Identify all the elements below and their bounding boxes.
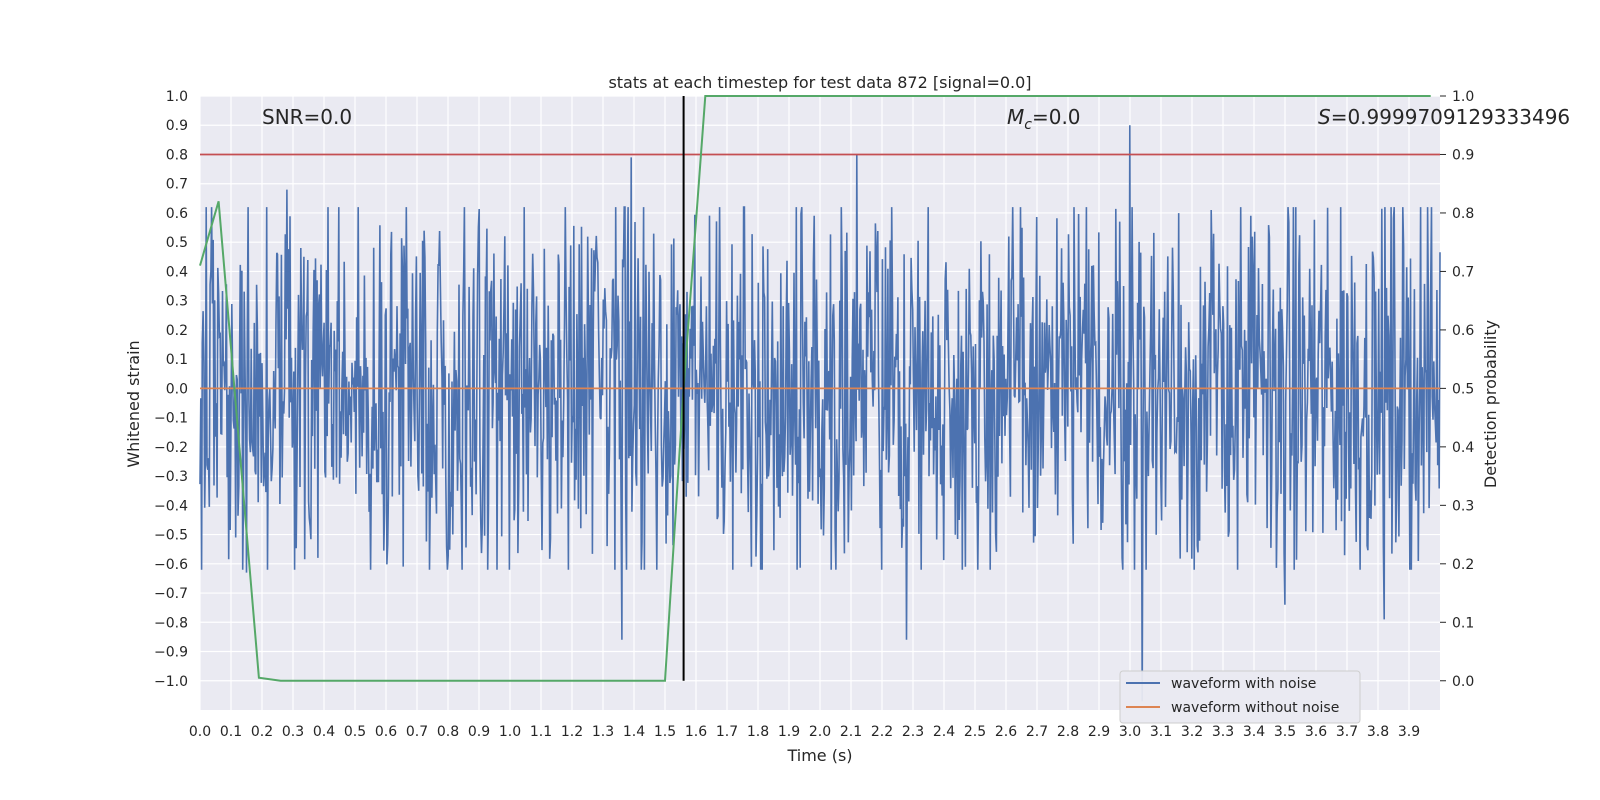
chart-title: stats at each timestep for test data 872… [608, 73, 1031, 92]
waveform-with-noise-line [199, 125, 1441, 702]
x-tick-label: 0.5 [344, 724, 366, 740]
x-tick-label: 0.2 [251, 724, 273, 740]
x-tick-label: 1.1 [530, 724, 552, 740]
x-tick-label: 2.0 [809, 724, 831, 740]
x-tick-label: 2.6 [995, 724, 1017, 740]
y-tick-label: 0.4 [166, 264, 188, 280]
x-tick-label: 2.3 [902, 724, 924, 740]
x-tick-label: 1.9 [778, 724, 800, 740]
y-tick-label: −1.0 [154, 674, 188, 690]
x-tick-label: 0.9 [468, 724, 490, 740]
x-tick-label: 1.2 [561, 724, 583, 740]
x-axis-label: Time (s) [786, 746, 852, 765]
y-tick-label: 0.1 [166, 352, 188, 368]
x-tick-label: 0.8 [437, 724, 459, 740]
y-tick-label: −0.5 [154, 528, 188, 544]
score-annotation: S=0.9999709129333496 [1318, 105, 1570, 129]
x-axis-ticks: 0.0 0.1 0.2 0.3 0.4 0.5 0.6 0.7 0.8 0.9 1.0 1.1 1.2 1… [189, 724, 1420, 740]
y2-tick-label: 1.0 [1452, 89, 1474, 105]
y-axis-label: Whitened strain [124, 340, 143, 467]
legend: waveform with noise waveform without noi… [1119, 670, 1361, 724]
y2-tick-label: 0.2 [1452, 557, 1474, 573]
x-tick-label: 3.6 [1305, 724, 1327, 740]
x-tick-label: 3.8 [1367, 724, 1389, 740]
x-tick-label: 1.4 [623, 724, 645, 740]
x-tick-label: 1.5 [654, 724, 676, 740]
y-tick-label: −0.9 [154, 645, 188, 661]
x-tick-label: 3.4 [1243, 724, 1265, 740]
x-tick-label: 0.7 [406, 724, 428, 740]
snr-annotation: SNR=0.0 [262, 105, 352, 129]
y-tick-label: −0.6 [154, 557, 188, 573]
x-tick-label: 0.3 [282, 724, 304, 740]
y2-axis-label: Detection probability [1481, 320, 1500, 488]
overlay-lines [199, 95, 1440, 682]
y-tick-label: −0.8 [154, 615, 188, 631]
y-tick-label: −0.4 [154, 498, 188, 514]
y2-tick-label: 0.0 [1452, 674, 1474, 690]
y-tick-label: 0.9 [166, 118, 188, 134]
y-tick-label: 0.8 [166, 147, 188, 163]
x-tick-label: 1.8 [747, 724, 769, 740]
x-tick-label: 3.7 [1336, 724, 1358, 740]
chirp-mass-value: =0.0 [1032, 105, 1081, 129]
x-tick-label: 1.6 [685, 724, 707, 740]
y-tick-label: 0.6 [166, 206, 188, 222]
y2-tick-label: 0.6 [1452, 323, 1474, 339]
y-tick-label: −0.7 [154, 586, 188, 602]
y-tick-label: 0.3 [166, 294, 188, 310]
x-tick-label: 0.0 [189, 724, 211, 740]
y-tick-label: 0.5 [166, 235, 188, 251]
y-axis-ticks: 1.0 0.9 0.8 0.7 0.6 0.5 0.4 0.3 0.2 0.1 0.0 −0.1 −0.… [154, 89, 188, 690]
y2-tick-label: 0.3 [1452, 498, 1474, 514]
x-tick-label: 1.0 [499, 724, 521, 740]
y-tick-label: 0.7 [166, 177, 188, 193]
y-tick-label: −0.3 [154, 469, 188, 485]
x-tick-label: 0.6 [375, 724, 397, 740]
chirp-mass-annotation: Mc=0.0 [1007, 105, 1081, 133]
x-tick-label: 3.0 [1119, 724, 1141, 740]
x-tick-label: 2.4 [933, 724, 955, 740]
detection-probability-line [199, 95, 1431, 682]
y2-tick-label: 0.4 [1452, 440, 1474, 456]
legend-clean-label: waveform without noise [1171, 700, 1339, 716]
x-tick-label: 3.3 [1212, 724, 1234, 740]
score-symbol: S [1318, 105, 1331, 129]
x-tick-label: 2.9 [1088, 724, 1110, 740]
y2-axis-ticks: 1.0 0.9 0.8 0.7 0.6 0.5 0.4 0.3 0.2 0.1 0.0 [1440, 89, 1474, 690]
x-tick-label: 3.5 [1274, 724, 1296, 740]
y2-tick-label: 0.9 [1452, 147, 1474, 163]
noise-series [199, 125, 1441, 702]
legend-noise-label: waveform with noise [1171, 676, 1316, 692]
chirp-mass-subscript: c [1024, 117, 1032, 133]
y2-tick-label: 0.8 [1452, 206, 1474, 222]
y2-tick-label: 0.5 [1452, 381, 1474, 397]
x-tick-label: 2.7 [1026, 724, 1048, 740]
x-tick-label: 0.4 [313, 724, 335, 740]
x-tick-label: 2.5 [964, 724, 986, 740]
x-tick-label: 2.2 [871, 724, 893, 740]
y-tick-label: −0.2 [154, 440, 188, 456]
y-tick-label: 0.0 [166, 381, 188, 397]
x-tick-label: 2.8 [1057, 724, 1079, 740]
x-tick-label: 1.3 [592, 724, 614, 740]
chirp-mass-symbol: M [1007, 105, 1024, 129]
y2-tick-label: 0.1 [1452, 615, 1474, 631]
x-tick-label: 0.1 [220, 724, 242, 740]
x-tick-label: 1.7 [716, 724, 738, 740]
y2-tick-label: 0.7 [1452, 264, 1474, 280]
score-value: =0.9999709129333496 [1331, 105, 1570, 129]
x-tick-label: 3.1 [1150, 724, 1172, 740]
y-tick-label: −0.1 [154, 411, 188, 427]
x-tick-label: 3.2 [1181, 724, 1203, 740]
y-tick-label: 1.0 [166, 89, 188, 105]
x-tick-label: 3.9 [1398, 724, 1420, 740]
y-tick-label: 0.2 [166, 323, 188, 339]
x-tick-label: 2.1 [840, 724, 862, 740]
legend-box [1119, 670, 1361, 724]
